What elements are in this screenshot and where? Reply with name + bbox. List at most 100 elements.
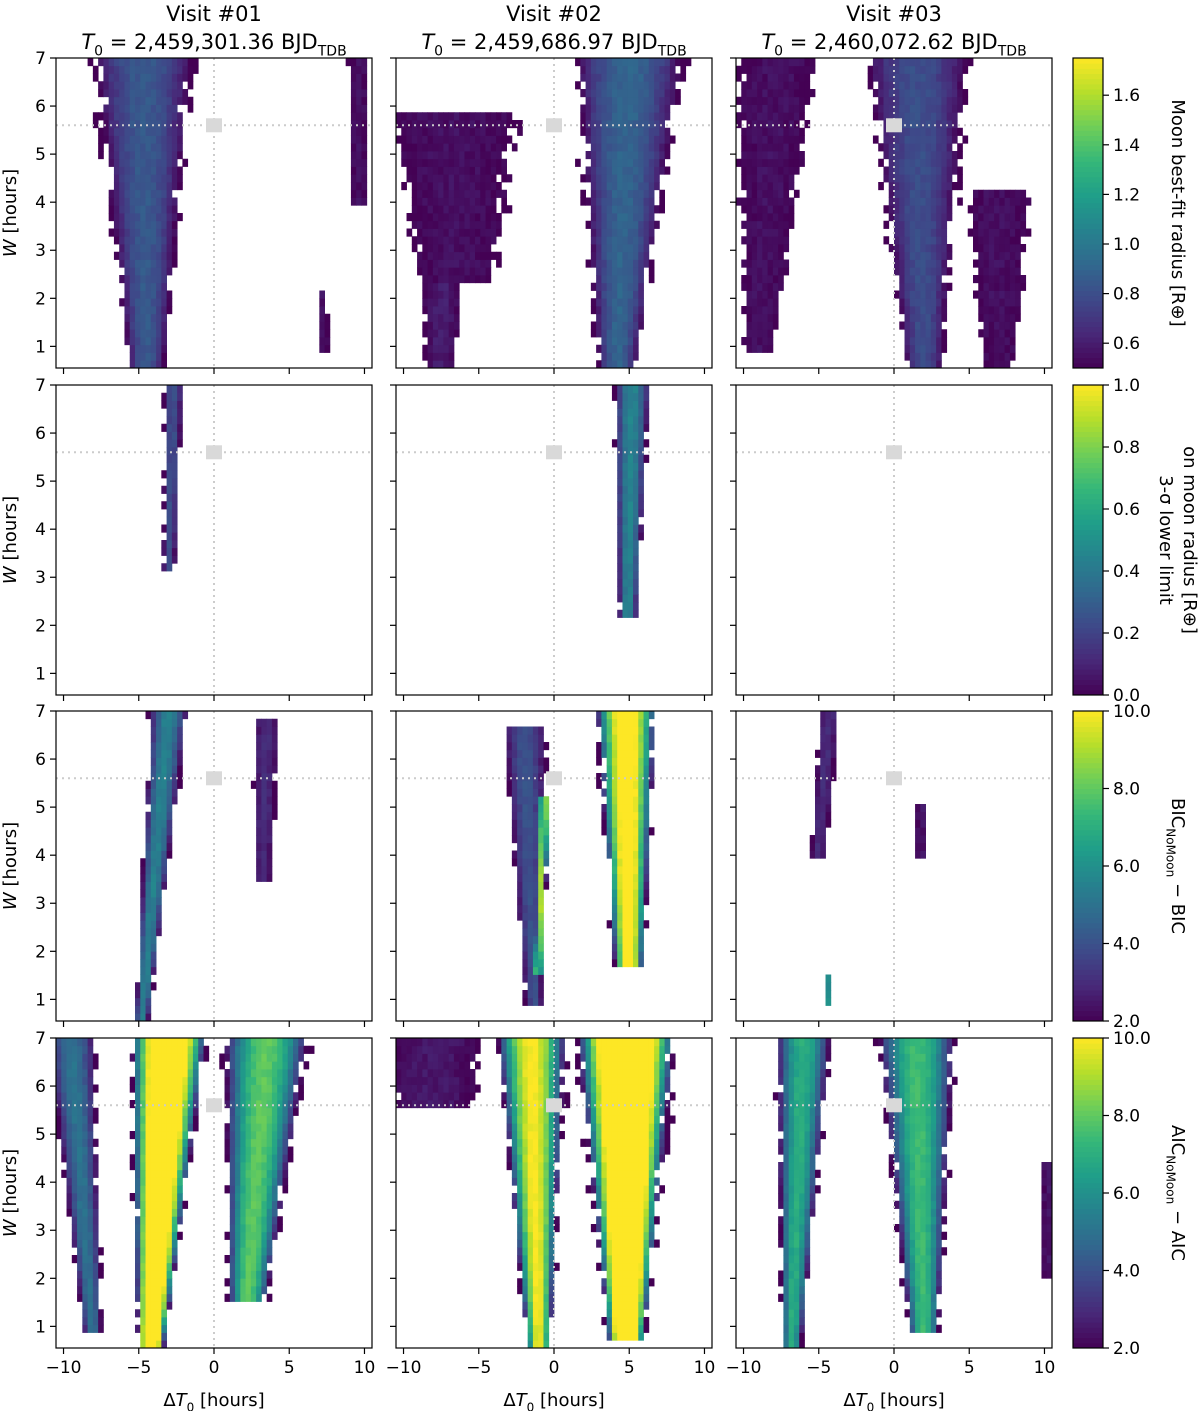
heatmap-cell [161, 1193, 167, 1202]
heatmap-cell [250, 1107, 257, 1116]
heatmap-cell [617, 344, 623, 353]
heatmap-cell [627, 501, 634, 510]
heatmap-cell [140, 1317, 146, 1326]
heatmap-cell [778, 143, 784, 152]
heatmap-cell [171, 1061, 178, 1070]
heatmap-cell [627, 571, 634, 580]
heatmap-cell [145, 1107, 152, 1116]
colorbar-step [1073, 550, 1103, 556]
heatmap-cell [617, 282, 623, 291]
heatmap-cell [140, 1092, 146, 1101]
heatmap-cell [601, 711, 608, 720]
heatmap-cell [475, 174, 481, 183]
heatmap-cell [904, 166, 911, 175]
heatmap-cell [983, 244, 990, 253]
heatmap-cell [527, 974, 534, 983]
heatmap-cell [936, 112, 942, 121]
heatmap-cell [946, 251, 953, 260]
heatmap-cell [150, 827, 157, 836]
heatmap-cell [633, 757, 639, 766]
heatmap-cell [150, 1309, 157, 1318]
heatmap-cell [543, 811, 550, 820]
heatmap-cell [108, 112, 115, 121]
heatmap-cell [951, 73, 958, 82]
heatmap-cell [161, 1154, 167, 1163]
heatmap-cell [229, 1200, 236, 1209]
heatmap-cell [532, 889, 539, 898]
heatmap-cell [277, 1100, 283, 1109]
heatmap-cell [611, 73, 618, 82]
heatmap-cell [596, 127, 602, 136]
colorbar-step [1073, 565, 1103, 572]
heatmap-cell [580, 197, 586, 206]
heatmap-cell [920, 850, 926, 859]
heatmap-cell [92, 112, 99, 121]
heatmap-cell [751, 344, 758, 353]
heatmap-cell [617, 516, 623, 525]
heatmap-cell [936, 127, 942, 136]
heatmap-cell [235, 1092, 241, 1101]
heatmap-cell [585, 81, 592, 90]
heatmap-cell [182, 1154, 189, 1163]
heatmap-cell [140, 58, 146, 67]
heatmap-cell [166, 127, 173, 136]
heatmap-cell [757, 313, 763, 322]
colorbar-step [1073, 63, 1103, 69]
heatmap-cell [643, 228, 650, 237]
heatmap-cell [522, 997, 529, 1006]
heatmap-cell [664, 104, 671, 113]
heatmap-cell [266, 1216, 273, 1225]
heatmap-cell [87, 58, 94, 67]
heatmap-cell [475, 189, 481, 198]
colorbar-step [1073, 228, 1103, 235]
heatmap-cell [261, 1069, 268, 1078]
heatmap-cell [140, 306, 146, 315]
heatmap-cell [161, 244, 167, 253]
heatmap-cell [622, 928, 629, 937]
heatmap-cell [98, 143, 104, 152]
heatmap-cell [643, 251, 650, 260]
heatmap-cell [411, 213, 418, 222]
heatmap-cell [480, 166, 486, 175]
heatmap-cell [622, 943, 629, 952]
heatmap-cell [894, 104, 900, 113]
colorbar-step [1073, 990, 1103, 996]
heatmap-cell [633, 439, 639, 448]
heatmap-cell [617, 313, 623, 322]
heatmap-cell [757, 65, 763, 74]
heatmap-cell [161, 1131, 167, 1140]
heatmap-cell [617, 470, 623, 479]
heatmap-cell [867, 81, 874, 90]
heatmap-cell [606, 718, 613, 727]
heatmap-cell [145, 1100, 152, 1109]
heatmap-cell [171, 1200, 178, 1209]
heatmap-cell [622, 532, 629, 541]
heatmap-cell [182, 1061, 189, 1070]
heatmap-cell [1015, 298, 1021, 307]
heatmap-cell [741, 127, 747, 136]
heatmap-cell [883, 236, 890, 245]
heatmap-cell [350, 120, 357, 129]
heatmap-cell [166, 1193, 173, 1202]
heatmap-cell [633, 842, 639, 851]
heatmap-cell [543, 796, 550, 805]
heatmap-cell [161, 290, 167, 299]
heatmap-cell [532, 726, 539, 735]
heatmap-cell [485, 127, 492, 136]
colorbar-step [1073, 897, 1103, 903]
heatmap-cell [772, 220, 779, 229]
heatmap-cell [767, 282, 774, 291]
heatmap-cell [957, 104, 963, 113]
heatmap-cell [156, 1053, 162, 1062]
heatmap-cell [925, 158, 932, 167]
heatmap-cell [820, 811, 826, 820]
heatmap-cell [150, 1107, 157, 1116]
heatmap-cell [622, 835, 629, 844]
heatmap-cell [135, 96, 141, 105]
colorbar-step [1073, 943, 1103, 950]
heatmap-cell [150, 920, 157, 929]
heatmap-cell [664, 112, 671, 121]
heatmap-cell [622, 431, 629, 440]
heatmap-cell [611, 65, 618, 74]
heatmap-cell [538, 974, 544, 983]
